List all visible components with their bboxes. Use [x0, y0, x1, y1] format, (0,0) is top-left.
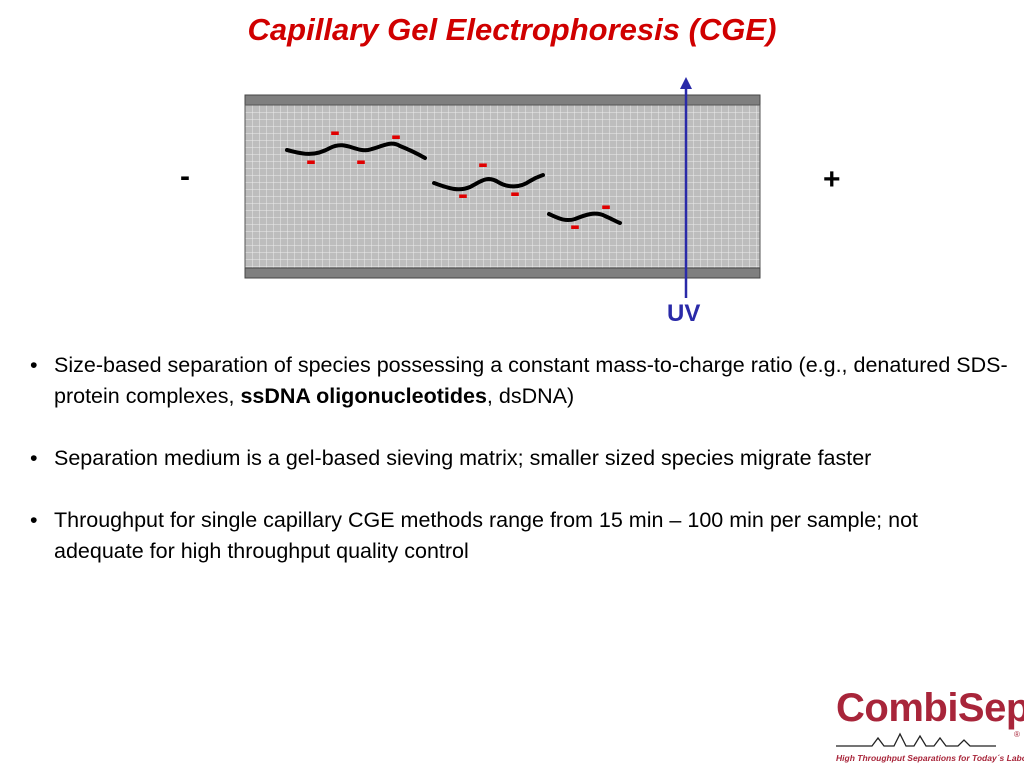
bullet-text-end: , dsDNA): [486, 384, 575, 408]
charge-minus: -: [330, 115, 340, 148]
bullet-item: Throughput for single capillary CGE meth…: [28, 505, 1008, 567]
capillary-wall-top: [244, 94, 761, 106]
slide-title: Capillary Gel Electrophoresis (CGE): [247, 12, 777, 47]
charge-minus: -: [478, 147, 488, 180]
logo-electropherogram-icon: [836, 732, 996, 747]
charge-minus: -: [306, 144, 316, 177]
logo-registered-mark: ®: [1014, 730, 1020, 739]
dna-strand-medium: [432, 173, 545, 192]
capillary-diagram: - - - - - - - - - - + UV: [0, 0, 1024, 340]
charge-minus: -: [391, 119, 401, 152]
gel-matrix: [244, 104, 761, 269]
charge-minus: -: [458, 178, 468, 211]
bullet-text: Separation medium is a gel-based sieving…: [54, 446, 872, 470]
charge-minus: -: [510, 176, 520, 209]
dna-strand-large: [285, 141, 427, 160]
bullet-text: Size-based separation of species possess…: [54, 353, 1008, 408]
capillary-svg: - - - - - - - - -: [244, 77, 761, 298]
bullet-item: Separation medium is a gel-based sieving…: [28, 443, 1008, 474]
logo-wordmark: CombiSep: [836, 686, 1024, 730]
dna-strand-small: [547, 211, 622, 225]
uv-detector-label: UV: [667, 300, 701, 327]
charge-minus: -: [570, 209, 580, 242]
bullet-bold-text: ssDNA oligonucleotides: [240, 384, 487, 408]
bullet-list: Size-based separation of species possess…: [28, 350, 1008, 598]
bullet-text: Throughput for single capillary CGE meth…: [54, 508, 919, 563]
bullet-item: Size-based separation of species possess…: [28, 350, 1008, 412]
logo-tagline: High Throughput Separations for Today´s …: [836, 753, 1024, 763]
charge-minus: -: [601, 189, 611, 222]
combisep-logo: CombiSep ® High Throughput Separations f…: [826, 686, 1024, 766]
negative-electrode: -: [180, 160, 190, 193]
uv-arrow-head: [680, 77, 692, 89]
charge-minus: -: [356, 144, 366, 177]
capillary-wall-bottom: [244, 267, 761, 279]
positive-electrode: +: [823, 163, 841, 196]
